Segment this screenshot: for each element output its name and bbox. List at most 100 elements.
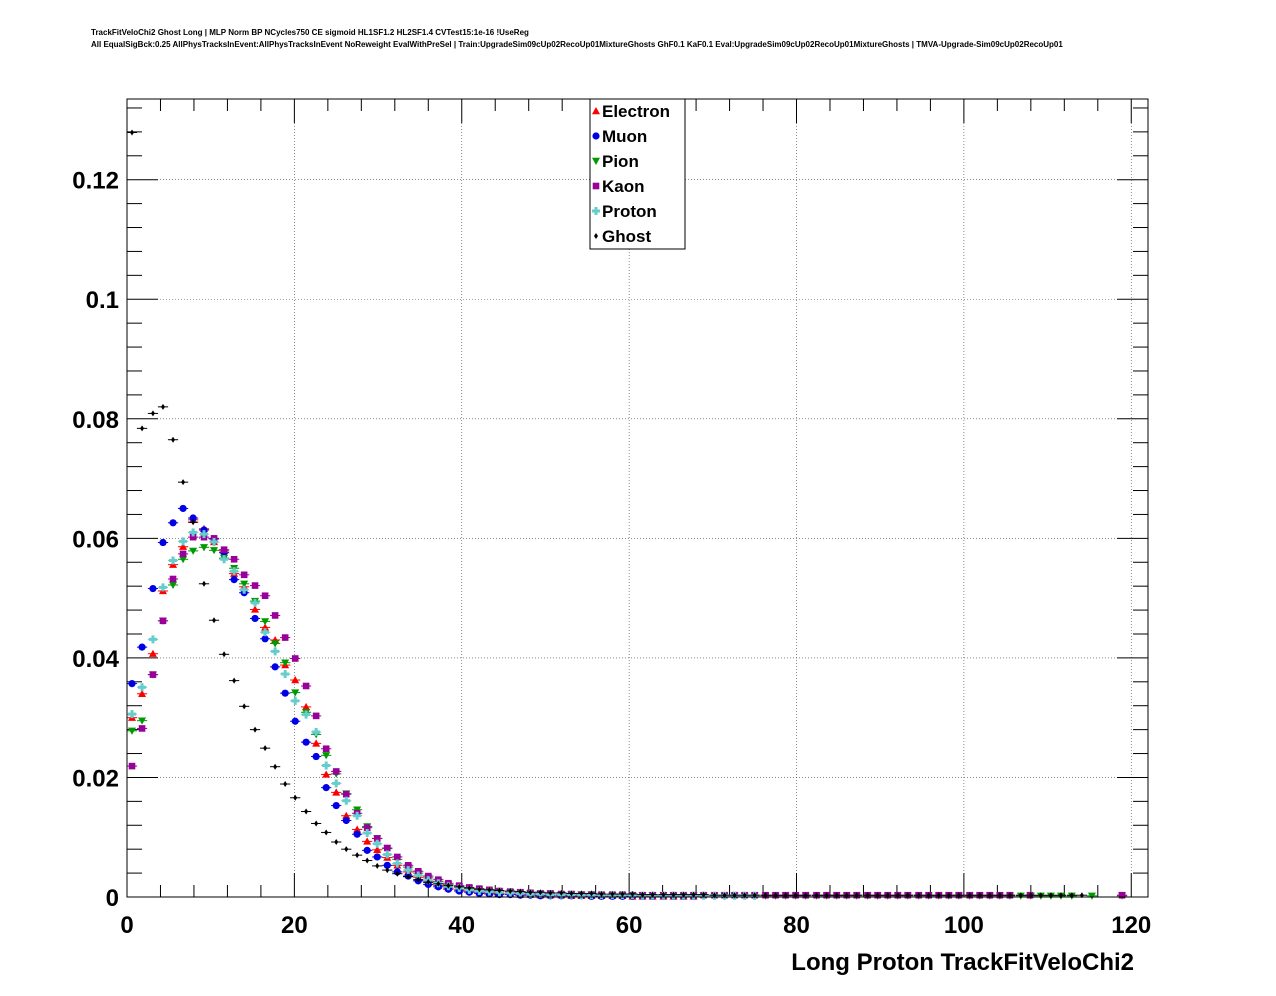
data-point-ghost: [375, 862, 380, 869]
data-point-ghost: [242, 703, 247, 710]
data-point-ghost: [385, 867, 390, 874]
data-point-kaon: [220, 546, 228, 554]
data-point-kaon: [169, 575, 177, 583]
data-point-ghost: [457, 883, 462, 890]
data-point-muon: [322, 784, 330, 792]
data-point-pion: [271, 640, 280, 648]
data-point-muon: [281, 689, 289, 697]
data-point-kaon: [251, 582, 259, 589]
data-point-kaon: [230, 555, 238, 563]
data-point-proton: [414, 871, 423, 880]
data-point-ghost: [283, 781, 288, 788]
data-point-kaon: [383, 844, 391, 852]
data-point-kaon: [189, 533, 197, 541]
data-point-kaon: [302, 682, 310, 690]
legend-label-electron: Electron: [602, 102, 670, 121]
data-point-pion: [210, 547, 219, 555]
legend-marker-ghost: [594, 233, 598, 239]
data-point-ghost: [324, 829, 329, 836]
data-point-electron: [291, 676, 300, 684]
data-point-proton: [240, 585, 249, 594]
data-point-ghost: [436, 880, 441, 887]
data-point-electron: [342, 811, 351, 819]
data-point-proton: [322, 761, 331, 770]
x-tick-label: 40: [448, 912, 475, 939]
data-point-pion: [240, 580, 249, 588]
data-point-pion: [291, 689, 300, 697]
data-point-ghost: [201, 580, 206, 587]
data-point-ghost: [334, 839, 339, 846]
data-point-ghost: [589, 890, 594, 897]
data-point-pion: [281, 659, 290, 667]
data-point-muon: [189, 514, 197, 522]
data-point-kaon: [271, 612, 279, 619]
data-point-proton: [353, 811, 362, 820]
data-point-electron: [302, 702, 311, 711]
data-point-muon: [169, 519, 177, 527]
data-point-muon: [159, 538, 167, 547]
data-point-ghost: [263, 745, 268, 752]
data-point-muon: [138, 643, 146, 651]
series-proton: [126, 528, 760, 900]
data-point-kaon: [291, 655, 299, 662]
x-tick-label: 0: [120, 912, 133, 939]
y-tick-label: 0: [106, 885, 119, 912]
legend-marker-kaon: [592, 182, 600, 190]
data-point-kaon: [322, 745, 330, 753]
y-tick-label: 0.08: [72, 407, 119, 434]
data-point-pion: [138, 717, 147, 725]
data-point-muon: [353, 830, 361, 838]
data-point-ghost: [701, 891, 706, 898]
data-point-proton: [291, 696, 300, 705]
data-point-ghost: [160, 403, 165, 410]
legend-label-muon: Muon: [602, 127, 647, 146]
data-point-electron: [261, 623, 270, 631]
data-point-proton: [179, 537, 188, 546]
data-point-ghost: [212, 617, 217, 624]
data-point-kaon: [281, 634, 289, 641]
y-tick-label: 0.06: [72, 526, 119, 553]
legend: Electron Muon Pion Kaon Proton Ghost: [589, 98, 686, 250]
data-point-muon: [149, 584, 157, 593]
data-point-proton: [138, 683, 147, 692]
x-tick-label: 80: [783, 912, 810, 939]
y-tick-label: 0.02: [72, 765, 119, 792]
data-point-muon: [342, 816, 350, 825]
data-point-ghost: [620, 891, 625, 898]
data-point-muon: [302, 738, 310, 746]
data-point-ghost: [416, 876, 421, 883]
data-point-kaon: [1118, 891, 1126, 899]
data-point-proton: [251, 598, 260, 607]
data-point-ghost: [477, 886, 482, 893]
data-point-ghost: [538, 889, 543, 896]
data-point-ghost: [548, 889, 553, 896]
data-point-ghost: [395, 870, 400, 877]
data-point-proton: [342, 796, 351, 805]
data-point-proton: [220, 555, 229, 564]
data-point-ghost: [344, 846, 349, 853]
data-point-ghost: [355, 852, 360, 859]
data-point-proton: [383, 850, 392, 859]
y-tick-label: 0.12: [72, 168, 119, 195]
x-tick-label: 120: [1111, 912, 1151, 939]
legend-label-proton: Proton: [602, 202, 657, 221]
x-tick-label: 20: [281, 912, 308, 939]
data-point-pion: [128, 727, 137, 735]
data-point-ghost: [171, 436, 176, 443]
data-point-muon: [291, 717, 299, 725]
data-point-ghost: [630, 891, 635, 898]
data-point-proton: [128, 710, 137, 719]
data-point-muon: [200, 526, 208, 534]
data-point-muon: [261, 635, 269, 643]
data-point-ghost: [181, 479, 186, 486]
data-point-kaon: [261, 592, 269, 600]
data-point-ghost: [661, 891, 666, 898]
data-point-muon: [363, 846, 371, 854]
x-axis-title: Long Proton TrackFitVeloChi2: [791, 949, 1134, 976]
data-point-ghost: [304, 808, 309, 815]
data-point-kaon: [332, 768, 340, 775]
x-tick-label: 60: [616, 912, 643, 939]
data-point-ghost: [508, 888, 513, 895]
data-point-electron: [353, 825, 362, 833]
